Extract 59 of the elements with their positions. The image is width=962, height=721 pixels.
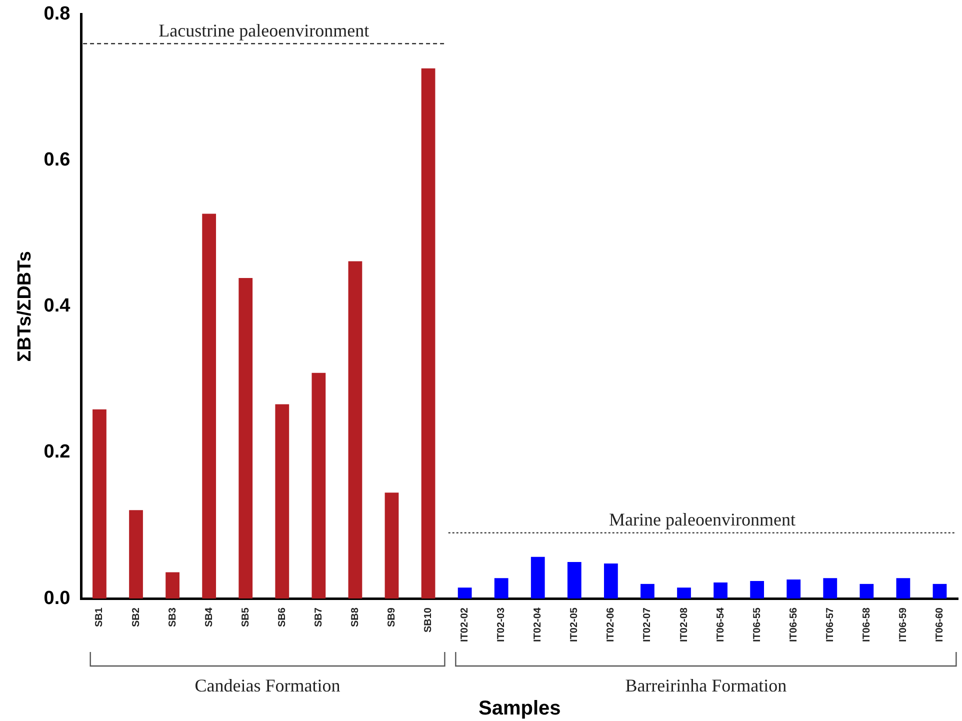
- bar: [129, 510, 143, 599]
- x-tick-label: SB8: [350, 607, 361, 627]
- y-tick-label: 0.4: [44, 296, 71, 317]
- bar: [860, 584, 874, 599]
- bar: [530, 556, 545, 599]
- bar: [677, 588, 691, 599]
- bar: [714, 582, 728, 599]
- bar: [494, 578, 508, 599]
- bar: [92, 409, 106, 599]
- x-tick-label: SB5: [240, 607, 252, 627]
- x-tick-label: SB3: [167, 607, 178, 627]
- y-tick-label: 0.6: [44, 150, 70, 171]
- x-tick-label: IT02-05: [569, 607, 580, 642]
- bar: [384, 492, 399, 599]
- x-tick-label: IT06-57: [824, 607, 836, 642]
- bar: [823, 578, 838, 599]
- bar: [567, 562, 582, 599]
- x-tick-label: IT06-54: [715, 607, 726, 642]
- bar: [312, 372, 326, 599]
- x-tick-label: IT06-59: [898, 607, 909, 642]
- bar: [166, 572, 180, 599]
- x-tick-label: SB6: [276, 607, 288, 627]
- y-axis-title: ΣBTs/ΣDBTs: [14, 251, 36, 362]
- bar: [750, 581, 764, 599]
- ref-line-label: Lacustrine paleoenvironment: [158, 20, 370, 40]
- x-tick-label: SB4: [204, 607, 215, 627]
- x-tick-label: IT02-03: [496, 607, 508, 642]
- x-tick-label: IT06-55: [752, 607, 763, 642]
- y-tick-label: 0.0: [44, 588, 70, 609]
- x-tick-label: IT06-58: [861, 607, 872, 642]
- bar: [932, 584, 947, 599]
- x-tick-label: IT06-60: [934, 607, 946, 642]
- x-tick-label: IT02-08: [678, 607, 690, 642]
- x-tick-label: IT02-07: [642, 607, 654, 642]
- bar: [458, 588, 472, 599]
- x-tick-label: SB1: [94, 607, 106, 627]
- x-tick-label: SB2: [130, 607, 142, 627]
- x-axis-title: Samples: [478, 698, 561, 720]
- y-tick-label: 0.2: [44, 442, 70, 463]
- ref-line-label: Marine paleoenvironment: [609, 510, 796, 530]
- x-tick-label: IT02-04: [532, 607, 544, 642]
- x-tick-label: SB7: [313, 607, 324, 627]
- bar: [640, 584, 654, 599]
- bar: [604, 563, 618, 599]
- x-tick-label: SB10: [423, 607, 434, 633]
- bar: [786, 580, 801, 599]
- text: Barreirinha Formation: [625, 676, 787, 696]
- x-tick-label: IT02-02: [460, 607, 471, 642]
- bar: [348, 261, 362, 599]
- x-tick-label: IT06-56: [788, 607, 800, 642]
- y-tick-label: 0.8: [44, 4, 70, 25]
- text: Candeias Formation: [194, 676, 340, 696]
- bar: [238, 278, 253, 599]
- bar: [896, 578, 910, 599]
- x-tick-label: SB9: [386, 607, 398, 627]
- x-tick-label: IT02-06: [606, 607, 617, 642]
- bar: [202, 214, 216, 599]
- bar: [275, 404, 290, 599]
- bar: [421, 68, 436, 599]
